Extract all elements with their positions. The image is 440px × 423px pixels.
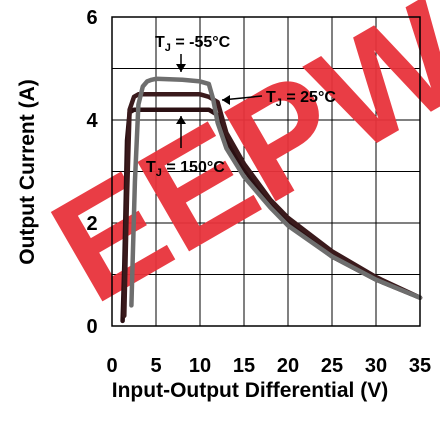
tj-annotation-2: TJ = 25°C — [266, 89, 336, 109]
watermark-logo: EEPW — [26, 0, 440, 334]
x-tick-label: 15 — [233, 355, 255, 377]
x-tick-label: 0 — [106, 355, 117, 377]
x-tick-label: 5 — [150, 355, 161, 377]
series-line-2 — [122, 92, 423, 318]
y-axis-label: Output Current (A) — [16, 79, 39, 264]
x-tick-label: 30 — [365, 355, 387, 377]
x-tick-label: 10 — [189, 355, 211, 377]
x-tick-label: 35 — [409, 355, 431, 377]
series-layer — [120, 76, 423, 324]
x-axis-label: Input-Output Differential (V) — [112, 379, 388, 402]
grid-layer — [111, 16, 421, 327]
tj-annotation-1: TJ = -55°C — [155, 34, 231, 54]
y-tick-label: 2 — [86, 213, 97, 235]
y-tick-label: 4 — [86, 110, 98, 132]
tick-labels: 0 5 10 15 20 25 30 35 0 2 4 6 — [86, 7, 431, 377]
arrowhead — [222, 95, 230, 105]
series-line-3 — [129, 76, 423, 308]
plot-frame — [111, 16, 421, 327]
y-tick-label: 0 — [86, 316, 97, 338]
y-tick-label: 6 — [86, 7, 97, 29]
arrowhead — [176, 116, 186, 124]
tj-annotation-3: TJ = 150°C — [146, 159, 225, 179]
x-tick-label: 20 — [277, 355, 299, 377]
arrowhead — [176, 64, 186, 72]
x-tick-label: 25 — [321, 355, 343, 377]
watermark: EEPW — [26, 0, 440, 334]
annotations: TJ = -55°C TJ = 25°C TJ = 150°C — [146, 34, 336, 179]
